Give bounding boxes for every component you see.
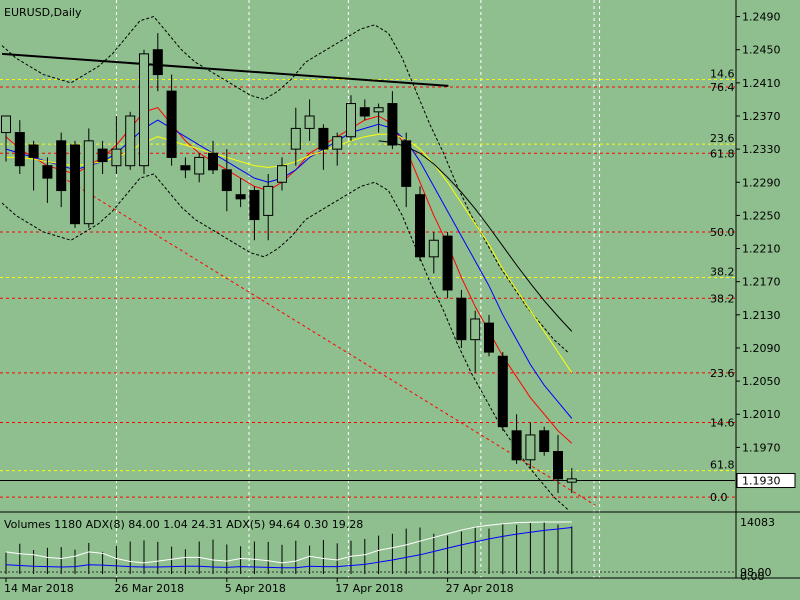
trendlines [1,15,596,510]
volume-panel [0,511,800,579]
candle-body [139,53,149,167]
price-tick-label: 1.1970 [742,441,781,454]
candle-body [83,140,94,225]
fib-level-red-label: 14.6 [710,417,735,430]
candle-body [221,169,232,192]
candle-body [373,107,384,113]
candle-body [56,140,67,192]
candle-body [180,165,191,171]
date-tick-label: 17 Apr 2018 [335,582,403,595]
price-tick-label: 1.2010 [742,408,781,421]
candle-body [235,194,246,200]
volume-panel-label: Volumes 1180 ADX(8) 84.00 1.04 24.31 ADX… [4,518,363,531]
fibonacci-levels: 14.6 23.6 38.2 61.8 76.4 61.8 50.0 38.2 23.6 14.6… [0,68,735,504]
candle-body [511,430,522,461]
candle-body [152,49,163,76]
fib-level-red-label: 76.4 [710,81,735,94]
price-tick-label: 1.2370 [742,110,781,123]
price-tick-label: 1.2130 [742,309,781,322]
candle-body [1,115,11,134]
price-tick-label: 1.2490 [742,11,781,24]
adx-blue-line [5,526,572,569]
candle-body [304,115,315,129]
fib-level-red-label: 23.6 [710,367,735,380]
candle-body [194,156,205,175]
fib-level-yellow-label: 61.8 [710,459,735,472]
candle-body [497,355,508,428]
candle-body [566,478,577,483]
price-tick-label: 1.2090 [742,342,781,355]
candle-body [318,127,329,150]
fib-level-yellow-label: 23.6 [710,132,735,145]
axes: 1.2490 1.2450 1.2410 1.2370 1.2330 1.2290 1.22… [4,0,796,595]
volume-tick-label: 0.00 [740,570,765,583]
date-tick-label: 14 Mar 2018 [4,582,74,595]
price-tick-label: 1.2250 [742,209,781,222]
candle-body [442,235,453,291]
symbol-label: EURUSD,Daily [4,6,82,19]
candle-body [166,90,177,158]
date-gridlines [116,0,601,578]
fib-level-red-label: 61.8 [710,147,735,160]
candle-body [28,144,39,158]
candle-body [525,434,536,461]
price-tick-label: 1.2210 [742,243,781,256]
candle-body [263,185,274,216]
candle-body [401,140,412,187]
current-price-label: 1.1930 [742,475,781,488]
date-tick-label: 27 Apr 2018 [446,582,514,595]
candle-body [277,165,287,183]
fib-level-yellow-label: 38.2 [710,266,735,279]
candle-body [249,190,260,221]
candle-body [428,239,439,258]
date-tick-label: 5 Apr 2018 [225,582,286,595]
fib-level-red-label: 38.2 [710,292,735,305]
candle-body [290,127,301,150]
candle-body [14,132,25,167]
candle-body [332,136,343,150]
candle-body [456,297,467,341]
current-price-box [736,473,796,489]
fib-level-yellow-label: 14.6 [710,68,735,81]
candle-body [97,148,108,163]
candlesticks [1,33,577,493]
fib-level-red-label: 50.0 [710,226,735,239]
candle-body [539,430,550,453]
candle-body [484,322,494,353]
price-tick-label: 1.2170 [742,276,781,289]
black-trendline [1,52,449,87]
candle-body [70,144,80,225]
price-tick-label: 1.2330 [742,143,781,156]
adx-white-line [5,521,572,564]
candle-body [42,165,53,179]
candle-body [387,103,398,146]
candle-body [359,107,370,117]
volume-tick-label: 98.00 [740,566,772,579]
volume-tick-label: 14083 [740,516,775,529]
price-tick-label: 1.2290 [742,176,781,189]
candle-body [111,148,122,167]
candle-body [208,152,218,171]
candle-body [415,194,425,258]
candle-body [346,103,356,138]
candle-body [470,318,481,341]
fib-level-red-label: 0.0 [710,491,728,504]
price-tick-label: 1.2050 [742,375,781,388]
candle-body [553,451,563,480]
candle-body [125,115,136,167]
price-tick-label: 1.2450 [742,44,781,57]
date-tick-label: 26 Mar 2018 [114,582,184,595]
price-tick-label: 1.2410 [742,77,781,90]
